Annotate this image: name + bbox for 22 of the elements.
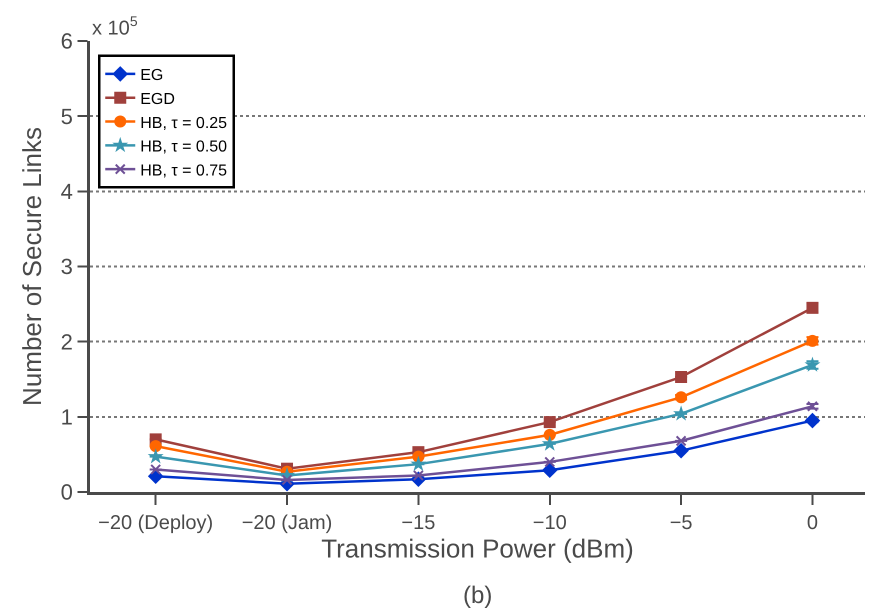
text: x 10$^{5}$: [92, 13, 138, 40]
legend-label: HB, τ = 0.25: [140, 114, 228, 132]
y-tick-label: 1: [60, 404, 73, 430]
legend-label: EGD: [140, 90, 175, 108]
x-tick-label: −5: [670, 512, 693, 534]
legend-label: HB, τ = 0.50: [140, 138, 228, 156]
text: (b): [463, 582, 492, 608]
y-tick-label: 5: [60, 104, 73, 129]
y-tick-label: 4: [60, 179, 73, 204]
legend-label: HB, τ = 0.75: [140, 162, 228, 180]
y-tick-label: 3: [60, 254, 73, 280]
x-tick-label: 0: [806, 512, 818, 534]
x-axis-title: Transmission Power (dBm): [321, 534, 634, 564]
y-axis-title: Number of Secure Links: [17, 127, 47, 406]
y-tick-label: 0: [60, 480, 73, 505]
y-tick-label: 6: [60, 28, 73, 54]
x-tick-label: −15: [401, 512, 436, 534]
legend-label: EG: [140, 67, 164, 84]
x-tick-label: −20 (Deploy): [98, 512, 214, 534]
x-tick-label: −10: [532, 512, 567, 534]
y-tick-label: 2: [60, 329, 73, 354]
x-tick-label: −20 (Jam): [242, 512, 332, 534]
